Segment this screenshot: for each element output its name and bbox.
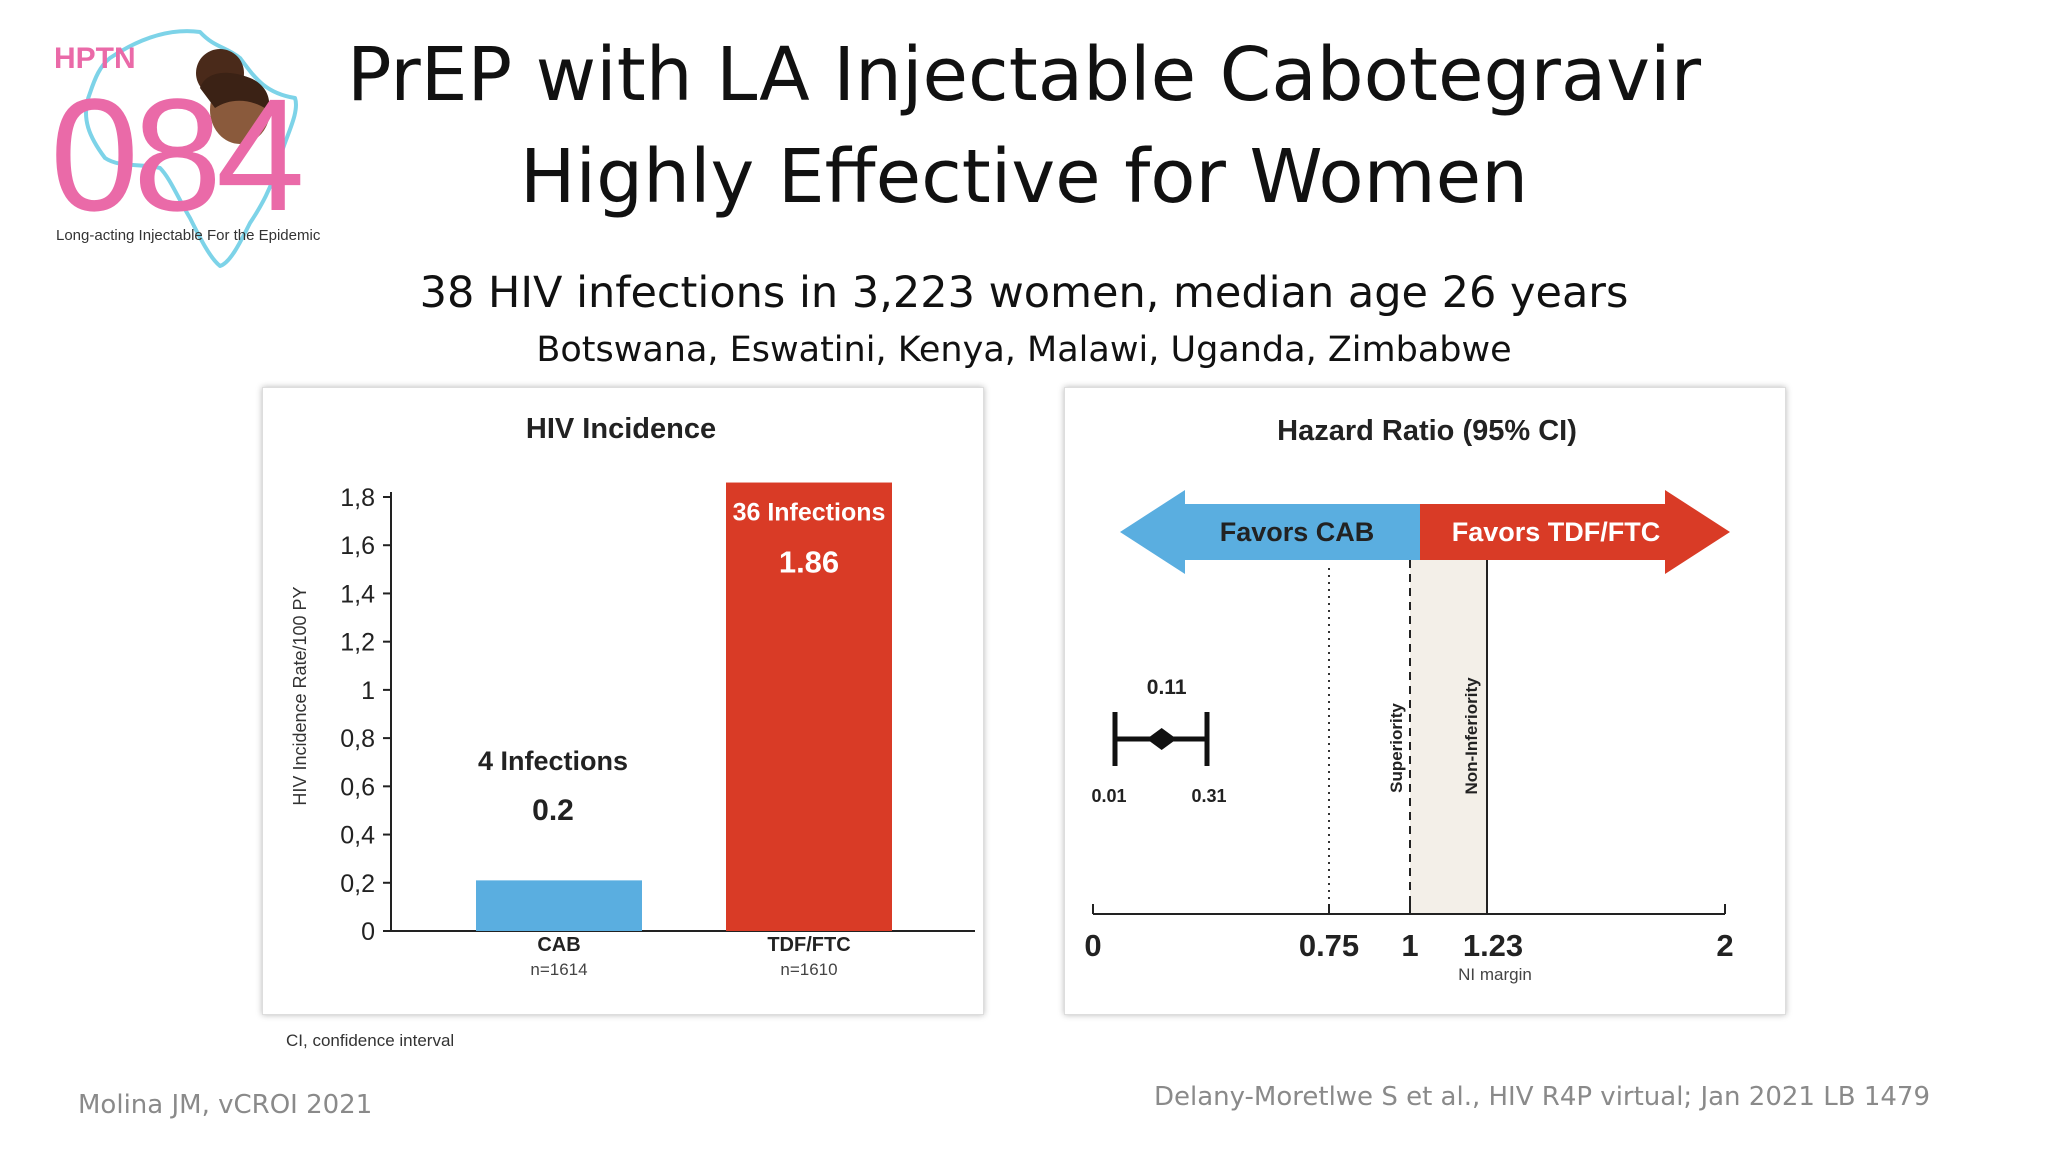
bar-y-tick-label: 1,2 bbox=[340, 629, 375, 657]
bar-y-tick-label: 1 bbox=[361, 677, 375, 705]
hazard-ratio-chart: Hazard Ratio (95% CI) Favors CAB Favors … bbox=[1084, 415, 1733, 984]
bar-category-label: TDF/FTC bbox=[767, 934, 850, 956]
hr-chart-title: Hazard Ratio (95% CI) bbox=[1277, 415, 1577, 447]
hiv-incidence-panel: HIV Incidence HIV Incidence Rate/100 PY … bbox=[262, 387, 984, 1015]
hiv-incidence-chart: HIV Incidence HIV Incidence Rate/100 PY … bbox=[290, 413, 975, 979]
hr-x-tick-label: 0.75 bbox=[1299, 928, 1359, 963]
countries-line: Botswana, Eswatini, Kenya, Malawi, Ugand… bbox=[536, 330, 1512, 370]
page-title-line-2: Highly Effective for Women bbox=[519, 134, 1529, 220]
bar-y-tick-label: 1,8 bbox=[340, 484, 375, 512]
logo-number-text: 084 bbox=[50, 65, 301, 244]
bar-chart-title: HIV Incidence bbox=[526, 413, 716, 445]
bar-y-tick-label: 1,4 bbox=[340, 580, 375, 608]
hazard-ratio-panel: Hazard Ratio (95% CI) Favors CAB Favors … bbox=[1064, 387, 1786, 1015]
bar-y-tick-label: 0,4 bbox=[340, 822, 375, 850]
bar-category-sublabel: n=1614 bbox=[530, 960, 587, 979]
noninferiority-label: Non-Inferiority bbox=[1462, 677, 1481, 795]
bar-value-label: 1.86 bbox=[779, 545, 839, 580]
hr-estimate-point bbox=[1146, 728, 1177, 750]
superiority-label: Superiority bbox=[1387, 703, 1406, 793]
ni-zone bbox=[1410, 560, 1487, 914]
ci-low-label: 0.01 bbox=[1091, 786, 1126, 806]
hr-estimate-label: 0.11 bbox=[1147, 676, 1187, 699]
bar-category-label: CAB bbox=[537, 934, 580, 956]
bar-tdfftc bbox=[726, 482, 892, 931]
favors-tdf-arrow bbox=[1420, 490, 1730, 574]
logo-tagline: Long-acting Injectable For the Epidemic bbox=[56, 227, 321, 244]
bar-value-label: 0.2 bbox=[532, 794, 574, 827]
bar-infections-label: 36 Infections bbox=[733, 499, 886, 527]
hr-x-tick-label: 1 bbox=[1401, 928, 1418, 963]
hr-x-tick-label: 2 bbox=[1716, 928, 1733, 963]
hr-x-tick-label: 1.23 bbox=[1463, 928, 1523, 963]
favors-tdf-label: Favors TDF/FTC bbox=[1452, 517, 1661, 547]
favors-cab-arrow bbox=[1120, 490, 1420, 574]
favors-cab-label: Favors CAB bbox=[1220, 517, 1375, 547]
bar-infections-label: 4 Infections bbox=[478, 746, 628, 776]
bar-chart-ylabel: HIV Incidence Rate/100 PY bbox=[290, 586, 310, 805]
bar-y-tick-label: 0,2 bbox=[340, 870, 375, 898]
ci-high-label: 0.31 bbox=[1191, 786, 1226, 806]
citation-right: Delany-Moretlwe S et al., HIV R4P virtua… bbox=[1153, 1082, 1930, 1112]
hair bbox=[200, 72, 270, 110]
logo-org-text: HPTN bbox=[54, 42, 136, 75]
bar-cab bbox=[476, 880, 642, 931]
hptn-084-logo: HPTN 084 Long-acting Injectable For the … bbox=[50, 18, 350, 278]
bar-y-tick-label: 0,8 bbox=[340, 725, 375, 753]
ni-margin-label: NI margin bbox=[1458, 965, 1532, 984]
hr-x-tick-label: 0 bbox=[1084, 928, 1101, 963]
citation-left: Molina JM, vCROI 2021 bbox=[78, 1090, 373, 1120]
bar-y-tick-label: 0 bbox=[361, 918, 375, 946]
logo-graphic: HPTN 084 Long-acting Injectable For the … bbox=[50, 29, 321, 268]
page-subtitle: 38 HIV infections in 3,223 women, median… bbox=[419, 268, 1629, 318]
bar-y-tick-label: 0,6 bbox=[340, 773, 375, 801]
page-title-line-1: PrEP with LA Injectable Cabotegravir bbox=[346, 32, 1701, 118]
bar-category-sublabel: n=1610 bbox=[780, 960, 837, 979]
bar-y-tick-label: 1,6 bbox=[340, 532, 375, 560]
footnote: CI, confidence interval bbox=[286, 1031, 455, 1050]
